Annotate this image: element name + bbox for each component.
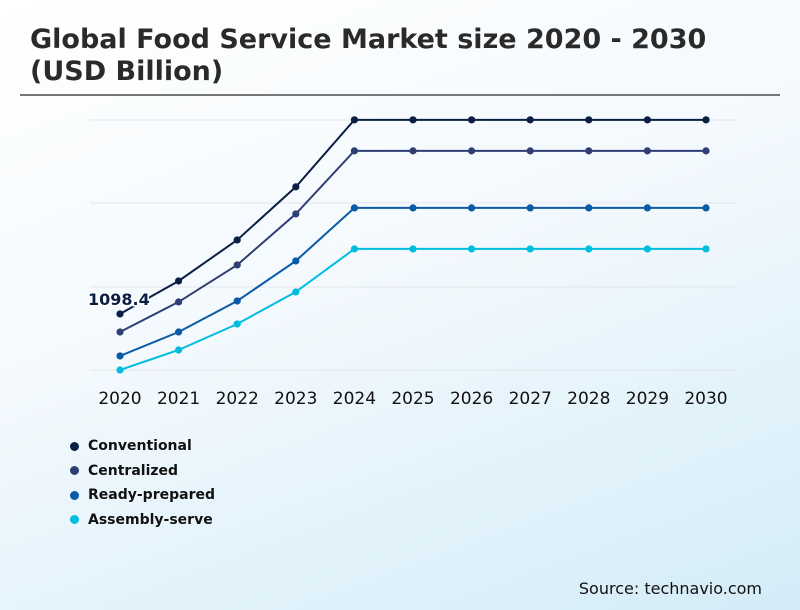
data-point [292,257,300,265]
data-point [350,245,358,253]
data-point [702,245,710,253]
data-point [643,245,652,253]
data-point [702,204,710,212]
x-tick-label: 2021 [157,389,200,409]
legend-marker-icon [70,441,79,451]
series-line-centralized [119,149,706,333]
x-tick-label: 2025 [391,389,434,409]
data-point [526,204,534,212]
data-point [233,297,241,305]
data-point [233,320,241,328]
legend-label: Assembly-serve [88,511,213,528]
data-point [409,204,417,212]
data-point [233,236,241,244]
x-tick-label: 2027 [509,389,552,409]
data-point [468,245,476,253]
data-label: 1098.4 [88,290,150,309]
data-point [409,116,417,124]
data-point [585,147,593,155]
data-point [526,147,534,155]
legend-item-assembly-serve[interactable]: Assembly-serve [70,508,215,533]
x-tick-label: 2028 [567,389,610,409]
legend-marker-icon [70,515,79,525]
chart-title: Global Food Service Market size 2020 - 2… [30,24,707,87]
data-point [468,147,476,155]
data-point [175,328,183,336]
data-point [116,352,124,360]
legend-label: Conventional [88,438,192,455]
legend-item-centralized[interactable]: Centralized [70,459,215,484]
data-point [643,204,652,212]
x-tick-label: 2026 [450,389,493,409]
data-point [468,204,476,212]
data-point [526,245,534,253]
data-point [409,147,417,155]
data-point [409,245,417,253]
data-point [116,310,124,318]
data-point [233,261,241,269]
x-tick-label: 2024 [333,389,376,409]
legend-label: Centralized [88,462,179,479]
data-point [116,366,124,374]
legend-label: Ready-prepared [88,487,215,504]
data-point [585,245,593,253]
data-point [350,204,358,212]
x-tick-label: 2022 [216,389,259,409]
legend-marker-icon [70,466,79,476]
data-point [585,204,593,212]
data-point [702,147,710,155]
data-point [350,116,358,124]
source-credit: Source: technavio.com [578,579,762,598]
series-line-assembly-serve [119,247,706,371]
x-tick-label: 2020 [98,389,141,409]
legend-item-conventional[interactable]: Conventional [70,434,215,459]
x-tick-label: 2029 [626,389,669,409]
legend-marker-icon [70,490,79,500]
series-line-ready-prepared [119,206,706,357]
data-point [292,288,300,296]
data-point [175,298,183,306]
data-point [468,116,476,124]
data-point [116,328,124,336]
data-point [350,147,358,155]
data-point [585,116,593,124]
data-point [292,183,300,191]
data-point [292,210,300,218]
legend-item-ready-prepared[interactable]: Ready-prepared [70,483,215,508]
data-point [175,346,183,354]
data-point [702,116,710,124]
x-tick-label: 2030 [684,389,727,409]
title-divider [20,94,780,96]
data-point [643,116,652,124]
data-point [643,147,652,155]
data-point [175,277,183,285]
legend: Conventional Centralized Ready-prepared … [70,434,215,532]
x-tick-label: 2023 [274,389,317,409]
data-point [526,116,534,124]
